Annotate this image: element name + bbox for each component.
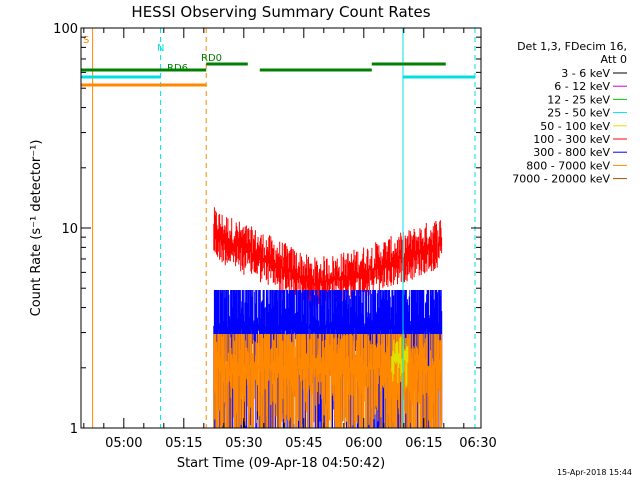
y-tick-label-1: 10 [61, 222, 78, 237]
y-tick-label-2: 100 [53, 22, 78, 37]
x-tick-label-2: 05:30 [225, 436, 262, 451]
legend-title-line-1: Det 1,3, FDecim 16, [517, 40, 627, 53]
legend-label-3: 25 - 50 keV [547, 107, 610, 120]
flag-label-rd0: RD0 [201, 53, 222, 64]
x-axis-label: Start Time (09-Apr-18 04:50:42) [177, 456, 385, 471]
x-tick-label-5: 06:15 [405, 436, 442, 451]
legend-label-1: 6 - 12 keV [554, 80, 610, 93]
legend-label-6: 300 - 800 keV [533, 146, 610, 159]
legend-label-8: 7000 - 20000 keV [512, 173, 610, 186]
flag-label-rd6: RD6 [167, 63, 188, 74]
y-tick-label-0: 1 [70, 422, 78, 437]
series-800-7000keV-trace [213, 334, 443, 428]
flag-label-n: N [157, 43, 164, 54]
x-tick-label-0: 05:00 [105, 436, 142, 451]
legend-label-7: 800 - 7000 keV [526, 159, 610, 172]
series-100-300keV-trace [213, 207, 443, 309]
flag-label-s: S [83, 35, 89, 46]
legend-title-line-2: Att 0 [601, 53, 627, 66]
chart-title: HESSI Observing Summary Count Rates [131, 3, 430, 21]
x-tick-label-6: 06:30 [459, 436, 496, 451]
legend-label-0: 3 - 6 keV [561, 67, 610, 80]
x-tick-label-4: 06:00 [345, 436, 382, 451]
legend-label-5: 100 - 300 keV [533, 133, 610, 146]
axes: 1 10 100 05:00 05:15 05:30 05:45 06:00 06:15 06:3… [53, 22, 497, 451]
legend-label-2: 12 - 25 keV [547, 93, 610, 106]
legend-label-4: 50 - 100 keV [540, 120, 610, 133]
y-axis-label: Count Rate (s⁻¹ detector⁻¹) [29, 140, 44, 317]
plot-area: S N RD0 RD6 [81, 28, 476, 428]
generation-timestamp: 15-Apr-2018 15:44 [556, 468, 632, 477]
x-tick-label-3: 05:45 [285, 436, 322, 451]
x-tick-label-1: 05:15 [165, 436, 202, 451]
